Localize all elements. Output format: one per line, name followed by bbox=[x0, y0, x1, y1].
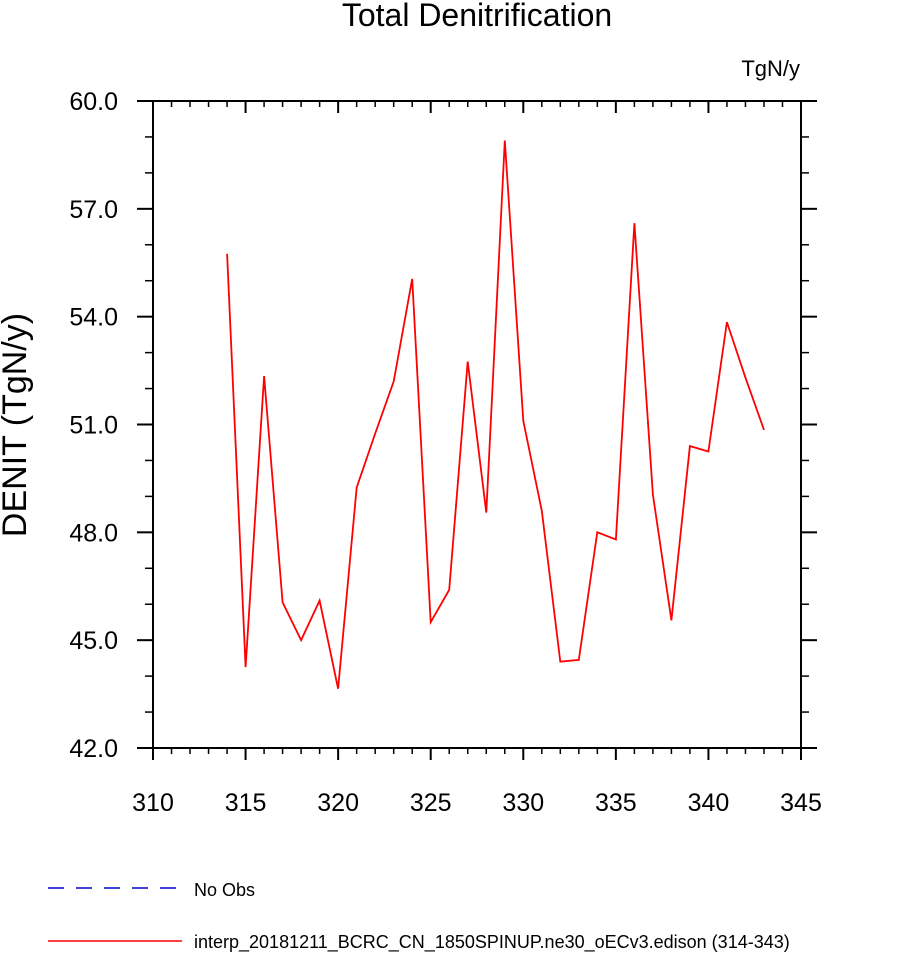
axis-tick-labels: 310 315 320 325 330 335 340 345 42.0 45.0 48.0 51.0… bbox=[69, 88, 822, 817]
y-tick-label: 48.0 bbox=[69, 519, 118, 547]
y-tick-label: 42.0 bbox=[69, 735, 118, 763]
legend-label-model-run: interp_20181211_BCRC_CN_1850SPINUP.ne30_… bbox=[194, 932, 790, 953]
y-tick-label: 54.0 bbox=[69, 304, 118, 332]
y-tick-label: 51.0 bbox=[69, 412, 118, 440]
legend: No Obs interp_20181211_BCRC_CN_1850SPINU… bbox=[48, 880, 790, 953]
x-tick-label: 310 bbox=[132, 789, 174, 817]
x-tick-label: 340 bbox=[688, 789, 730, 817]
y-tick-label: 60.0 bbox=[69, 88, 118, 116]
x-tick-label: 335 bbox=[595, 789, 637, 817]
axis-ticks bbox=[137, 100, 817, 760]
plot-frame bbox=[152, 100, 802, 749]
x-tick-label: 320 bbox=[317, 789, 359, 817]
chart-title: Total Denitrification bbox=[342, 0, 612, 33]
x-tick-label: 315 bbox=[225, 789, 267, 817]
x-tick-label: 330 bbox=[502, 789, 544, 817]
legend-label-no-obs: No Obs bbox=[194, 880, 255, 900]
y-axis-label: DENIT (TgN/y) bbox=[0, 313, 34, 537]
units-label: TgN/y bbox=[741, 56, 800, 81]
plot-series bbox=[226, 140, 765, 689]
y-tick-label: 45.0 bbox=[69, 627, 118, 655]
series-line-0 bbox=[226, 140, 765, 689]
y-tick-label: 57.0 bbox=[69, 196, 118, 224]
x-tick-label: 325 bbox=[410, 789, 452, 817]
x-tick-label: 345 bbox=[780, 789, 822, 817]
